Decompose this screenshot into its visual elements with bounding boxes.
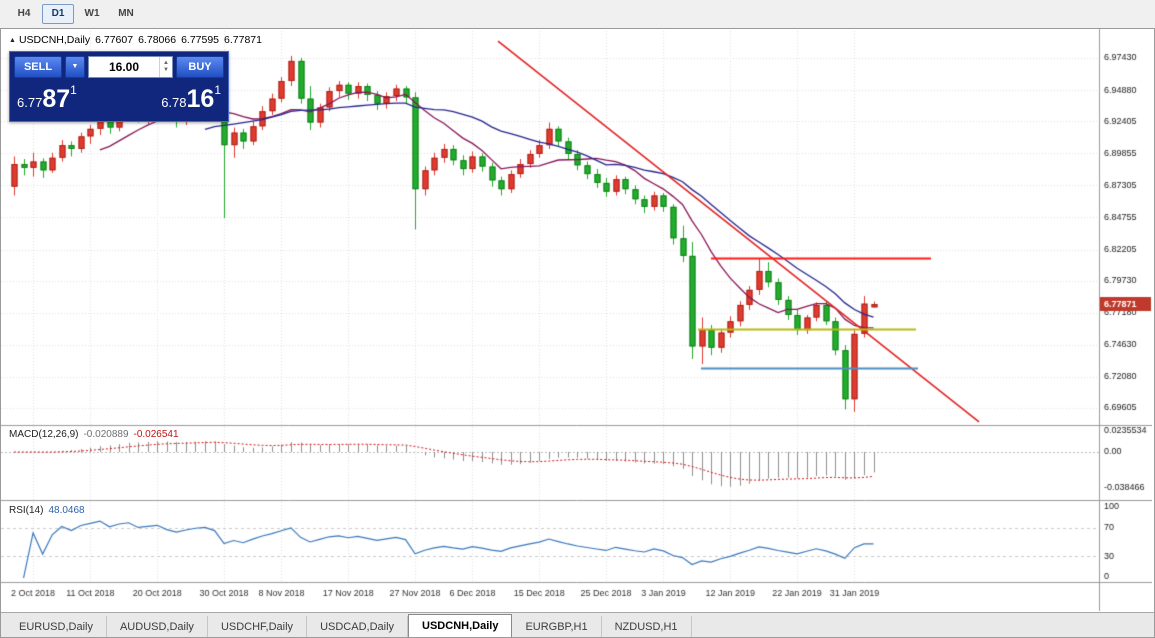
- tab-eurusd-daily[interactable]: EURUSD,Daily: [6, 616, 107, 637]
- tab-usdcad-daily[interactable]: USDCAD,Daily: [307, 616, 409, 637]
- timeframe-toolbar: H4 D1 W1 MN: [0, 0, 1155, 29]
- tab-audusd-daily[interactable]: AUDUSD,Daily: [107, 616, 208, 637]
- sell-price-frac: 1: [70, 83, 77, 97]
- collapse-icon: ▲: [9, 37, 16, 44]
- timeframe-mn-button[interactable]: MN: [118, 8, 134, 19]
- tab-eurgbp-h1[interactable]: EURGBP,H1: [512, 616, 602, 637]
- tab-usdchf-daily[interactable]: USDCHF,Daily: [208, 616, 308, 637]
- volume-value: 16.00: [108, 60, 140, 74]
- buy-price-pips: 16: [186, 85, 215, 113]
- chart-canvas[interactable]: [1, 29, 1152, 611]
- rsi-value: 48.0468: [48, 505, 85, 516]
- ohlc-open: 6.77607: [95, 34, 134, 46]
- ohlc-close: 6.77871: [224, 34, 262, 46]
- sell-price[interactable]: 6.77871: [17, 83, 115, 114]
- chart-symbol-label: USDCNH,Daily: [18, 34, 91, 46]
- timeframe-d1-button[interactable]: D1: [42, 4, 74, 24]
- volume-stepper[interactable]: ▲ ▼: [159, 57, 172, 77]
- macd-name: MACD(12,26,9): [9, 429, 79, 440]
- buy-price-frac: 1: [214, 83, 221, 97]
- rsi-name: RSI(14): [9, 505, 44, 516]
- chart-title: ▲ USDCNH,Daily 6.77607 6.78066 6.77595 6.7787…: [9, 34, 262, 46]
- volume-input[interactable]: 16.00 ▲ ▼: [88, 56, 173, 78]
- chevron-down-icon: ▼: [71, 63, 79, 70]
- ohlc-high: 6.78066: [138, 34, 177, 46]
- sell-price-pips: 87: [42, 85, 71, 113]
- sell-price-main: 6.77: [17, 95, 43, 110]
- one-click-trading-panel: SELL ▼ 16.00 ▲ ▼ BUY 6.77871 6.78161: [9, 51, 229, 122]
- rsi-indicator-label: RSI(14) 48.0468: [9, 505, 85, 516]
- macd-value-2: -0.026541: [133, 429, 179, 440]
- ohlc-low: 6.77595: [181, 34, 220, 46]
- volume-dropdown-button[interactable]: ▼: [65, 56, 85, 78]
- macd-value-1: -0.020889: [83, 429, 129, 440]
- chart-window: ▲ USDCNH,Daily 6.77607 6.78066 6.77595 6.7787…: [0, 28, 1155, 638]
- buy-button[interactable]: BUY: [176, 56, 224, 78]
- chart-tab-bar: EURUSD,Daily AUDUSD,Daily USDCHF,Daily U…: [1, 612, 1154, 637]
- timeframe-h4-button[interactable]: H4: [17, 8, 31, 19]
- tab-usdcnh-daily[interactable]: USDCNH,Daily: [408, 614, 513, 637]
- tab-nzdusd-h1[interactable]: NZDUSD,H1: [602, 616, 692, 637]
- sell-button[interactable]: SELL: [14, 56, 62, 78]
- spinner-down-icon: ▼: [163, 67, 169, 73]
- spinner-up-icon: ▲: [163, 60, 169, 66]
- buy-price[interactable]: 6.78161: [123, 83, 221, 114]
- timeframe-w1-button[interactable]: W1: [84, 8, 100, 19]
- buy-price-main: 6.78: [161, 95, 187, 110]
- macd-indicator-label: MACD(12,26,9) -0.020889 -0.026541: [9, 429, 179, 440]
